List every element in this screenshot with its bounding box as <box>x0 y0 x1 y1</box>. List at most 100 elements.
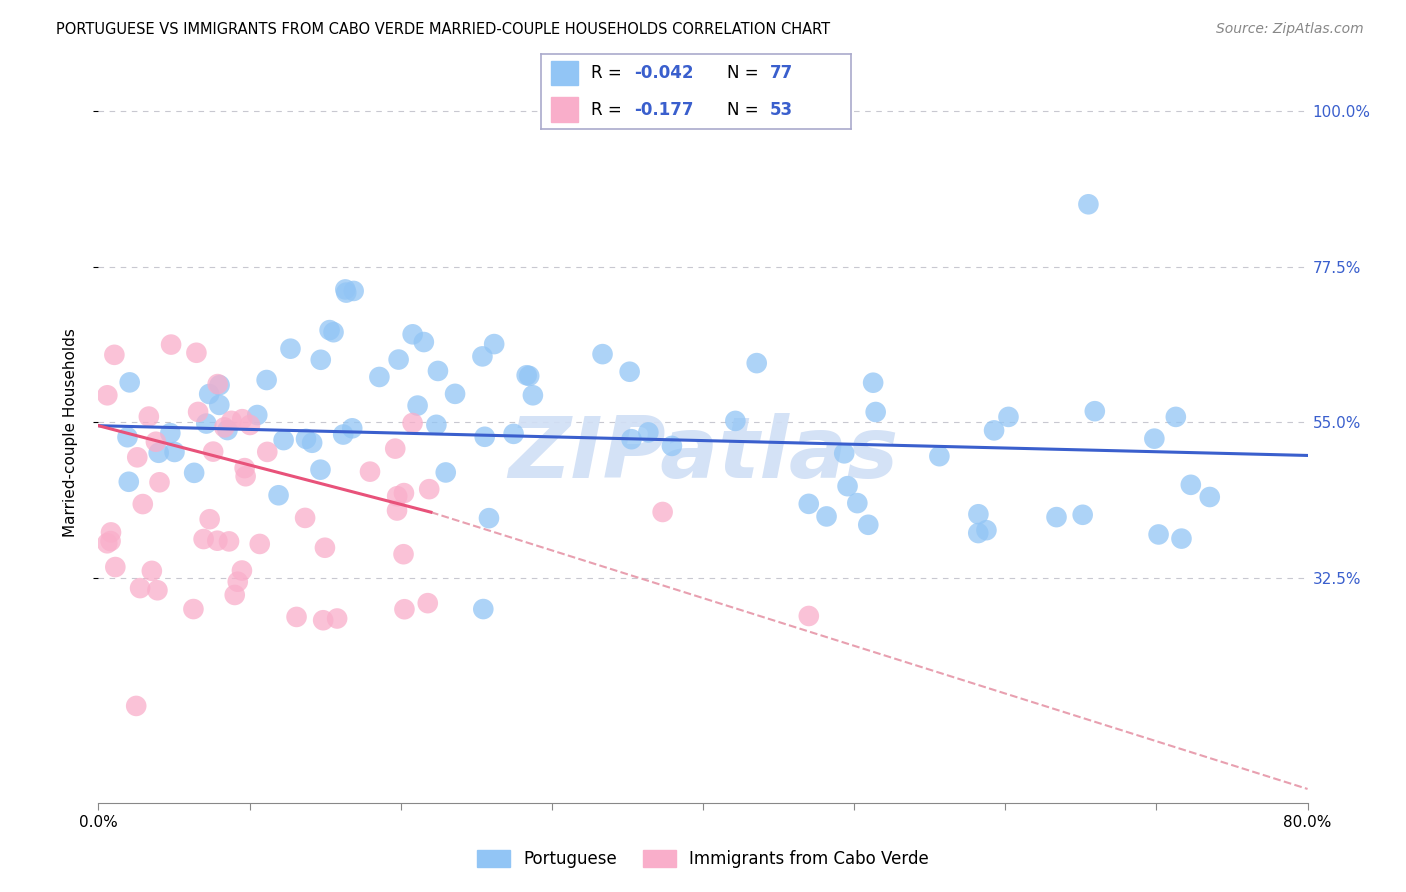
Point <box>967 508 990 522</box>
Point <box>342 421 364 435</box>
Point <box>148 475 170 490</box>
Point <box>425 417 447 432</box>
Text: 77: 77 <box>770 64 793 82</box>
Point <box>183 466 205 480</box>
Point <box>100 525 122 540</box>
Point <box>997 409 1019 424</box>
Point <box>208 378 231 392</box>
Point <box>368 370 391 384</box>
Point <box>160 337 183 351</box>
Point <box>832 446 855 460</box>
Point <box>335 285 357 300</box>
Point <box>1147 527 1170 541</box>
Point <box>967 526 990 541</box>
Point <box>256 373 278 387</box>
Point <box>332 427 354 442</box>
Point <box>187 405 209 419</box>
Point <box>392 486 415 500</box>
Point <box>482 337 505 351</box>
Point <box>335 282 357 296</box>
Point <box>208 398 231 412</box>
Point <box>426 364 449 378</box>
Point <box>146 583 169 598</box>
Point <box>309 463 332 477</box>
Point <box>1045 510 1067 524</box>
Point <box>388 352 411 367</box>
Point <box>472 602 495 616</box>
Point <box>103 348 125 362</box>
Point <box>637 425 659 440</box>
Point <box>318 323 340 337</box>
Point <box>207 377 229 392</box>
Point <box>309 352 332 367</box>
Point <box>343 284 366 298</box>
Point <box>444 387 467 401</box>
Legend: Portuguese, Immigrants from Cabo Verde: Portuguese, Immigrants from Cabo Verde <box>471 843 935 875</box>
Text: R =: R = <box>591 101 627 119</box>
Point <box>516 368 538 383</box>
Point <box>294 511 316 525</box>
Point <box>724 414 747 428</box>
Point <box>148 446 170 460</box>
Point <box>193 532 215 546</box>
Bar <box>551 97 578 122</box>
Point <box>846 496 869 510</box>
Point <box>183 602 205 616</box>
Point <box>235 469 257 483</box>
Text: PORTUGUESE VS IMMIGRANTS FROM CABO VERDE MARRIED-COUPLE HOUSEHOLDS CORRELATION C: PORTUGUESE VS IMMIGRANTS FROM CABO VERDE… <box>56 22 831 37</box>
Point <box>326 611 349 625</box>
Point <box>217 423 239 437</box>
Y-axis label: Married-couple Households: Married-couple Households <box>63 328 77 537</box>
Point <box>865 405 887 419</box>
Point <box>474 430 496 444</box>
Point <box>301 435 323 450</box>
Point <box>434 466 457 480</box>
Point <box>983 423 1005 437</box>
Point <box>221 414 243 428</box>
Point <box>218 534 240 549</box>
Point <box>145 434 167 449</box>
Point <box>285 610 308 624</box>
Text: R =: R = <box>591 64 627 82</box>
Text: Source: ZipAtlas.com: Source: ZipAtlas.com <box>1216 22 1364 37</box>
Point <box>295 432 318 446</box>
Point <box>233 461 256 475</box>
Point <box>231 412 253 426</box>
Point <box>661 439 683 453</box>
Text: N =: N = <box>727 64 763 82</box>
Point <box>138 409 160 424</box>
Point <box>207 533 229 548</box>
Point <box>418 482 440 496</box>
Point <box>1170 532 1192 546</box>
Point <box>392 547 415 561</box>
Point <box>619 365 641 379</box>
Point <box>96 536 118 550</box>
Point <box>359 465 381 479</box>
Point <box>267 488 290 502</box>
Point <box>401 416 423 430</box>
Point <box>198 512 221 526</box>
Point <box>1077 197 1099 211</box>
Point <box>322 325 344 339</box>
Point <box>517 368 540 383</box>
Point <box>198 387 221 401</box>
Point <box>100 534 122 549</box>
Point <box>125 698 148 713</box>
Point <box>256 445 278 459</box>
Point <box>394 602 416 616</box>
Point <box>312 613 335 627</box>
Point <box>141 564 163 578</box>
Point <box>314 541 336 555</box>
Point <box>406 399 429 413</box>
Point <box>471 350 494 364</box>
Point <box>502 426 524 441</box>
Point <box>401 327 423 342</box>
Text: N =: N = <box>727 101 763 119</box>
Point <box>231 564 253 578</box>
Text: ZIPatlas: ZIPatlas <box>508 413 898 496</box>
Point <box>195 417 218 431</box>
Point <box>858 517 880 532</box>
Point <box>928 449 950 463</box>
Point <box>416 596 439 610</box>
Point <box>620 432 643 446</box>
